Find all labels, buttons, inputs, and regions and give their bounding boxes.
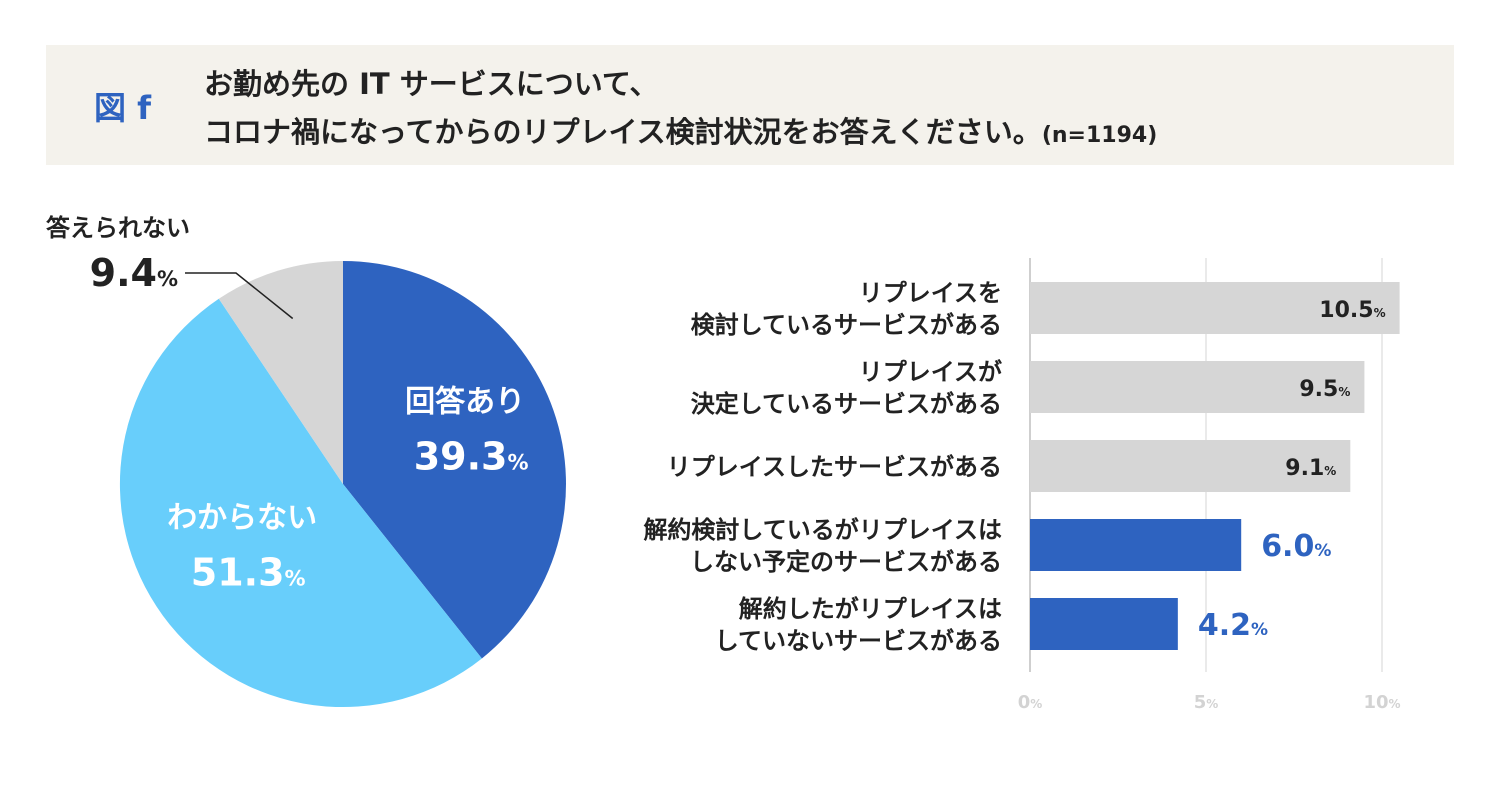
pie-label-0: 回答あり bbox=[405, 384, 525, 419]
bar-category-label-4-0: 解約したがリプレイスは bbox=[739, 595, 1002, 623]
pie-slice-1 bbox=[119, 298, 482, 708]
x-tick-label-0: 0% bbox=[1018, 692, 1043, 713]
chart-title-line2: コロナ禍になってからのリプレイス検討状況をお答えください。(n=1194) bbox=[204, 109, 1157, 151]
pie-label-2: 答えられない bbox=[46, 214, 190, 242]
bar-0 bbox=[1030, 282, 1400, 334]
x-tick-label-2: 10% bbox=[1363, 692, 1400, 713]
bar-category-label-3-0: 解約検討しているがリプレイスは bbox=[643, 516, 1002, 544]
bar-2 bbox=[1030, 440, 1351, 492]
chart-title-line1: お勤め先の IT サービスについて、 bbox=[204, 67, 659, 101]
bar-category-label-4-1: していないサービスがある bbox=[715, 627, 1002, 655]
chart-title-line2-text: コロナ禍になってからのリプレイス検討状況をお答えください。 bbox=[204, 115, 1042, 149]
bar-value-label-2: 9.1% bbox=[1285, 456, 1336, 481]
bar-category-label-1-1: 決定しているサービスがある bbox=[691, 390, 1002, 418]
pie-value-0: 39.3% bbox=[414, 434, 529, 478]
pie-label-1: わからない bbox=[167, 501, 317, 536]
x-tick-label-1: 5% bbox=[1194, 692, 1219, 713]
bar-category-label-0-1: 検討しているサービスがある bbox=[691, 311, 1002, 339]
pie-value-1: 51.3% bbox=[191, 551, 306, 595]
bar-4 bbox=[1030, 598, 1178, 650]
pie-leader-line bbox=[185, 272, 294, 320]
chart-header: 図 f お勤め先の IT サービスについて、 コロナ禍になってからのリプレイス検… bbox=[46, 45, 1454, 165]
pie-value-2: 9.4% bbox=[90, 251, 178, 295]
bar-1 bbox=[1030, 361, 1365, 413]
bar-category-label-0-0: リプレイスを bbox=[859, 279, 1002, 307]
bar-category-label-3-1: しない予定のサービスがある bbox=[690, 548, 1002, 576]
figure-label: 図 f bbox=[94, 89, 152, 127]
sample-size: (n=1194) bbox=[1041, 123, 1158, 148]
bar-value-label-0: 10.5% bbox=[1319, 298, 1385, 323]
bar-value-label-4: 4.2% bbox=[1198, 608, 1268, 643]
bar-category-label-1-0: リプレイスが bbox=[859, 358, 1002, 386]
bar-category-label-2-0: リプレイスしたサービスがある bbox=[667, 453, 1002, 481]
bar-value-label-1: 9.5% bbox=[1299, 377, 1350, 402]
bar-value-label-3: 6.0% bbox=[1261, 529, 1331, 564]
pie-slice-0 bbox=[343, 261, 566, 659]
pie-slice-2 bbox=[218, 261, 343, 484]
bar-3 bbox=[1030, 519, 1242, 571]
